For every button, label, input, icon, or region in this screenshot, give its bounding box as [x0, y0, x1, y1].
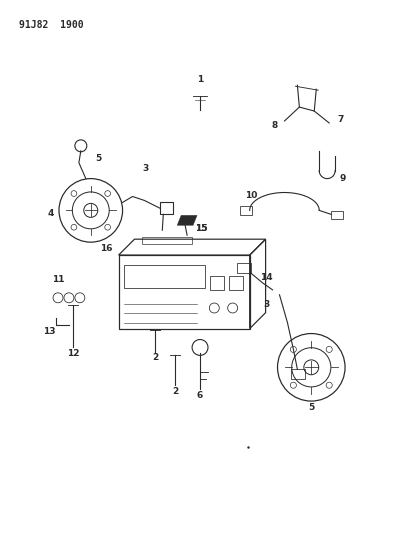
Text: 15: 15 [195, 224, 208, 233]
Text: 15: 15 [195, 224, 208, 233]
Text: 7: 7 [337, 115, 344, 124]
Text: 4: 4 [48, 209, 54, 218]
Text: 11: 11 [52, 276, 64, 285]
Bar [124, 264, 205, 288]
Text: 5: 5 [96, 154, 102, 163]
Text: 9: 9 [339, 174, 346, 183]
Text: 16: 16 [100, 244, 112, 253]
Text: 10: 10 [246, 191, 258, 200]
Bar [143, 237, 192, 244]
Text: 14: 14 [260, 273, 272, 282]
Bar [237, 263, 250, 273]
Text: 6: 6 [197, 391, 203, 400]
Text: 2: 2 [172, 386, 178, 395]
Text: 5: 5 [308, 402, 314, 411]
Text: 1: 1 [197, 75, 203, 84]
Text: 13: 13 [43, 327, 55, 336]
Text: 8: 8 [271, 122, 278, 131]
Polygon shape [177, 215, 197, 225]
Bar [211, 277, 224, 290]
Text: 12: 12 [67, 349, 79, 358]
Text: 2: 2 [152, 353, 159, 362]
Bar [331, 212, 343, 219]
Bar [291, 369, 305, 379]
Bar [119, 255, 250, 328]
Text: 91J82  1900: 91J82 1900 [19, 20, 84, 30]
Bar [229, 277, 243, 290]
Bar [160, 203, 173, 214]
Bar [240, 206, 252, 215]
Text: 3: 3 [263, 300, 269, 309]
Text: 3: 3 [142, 164, 149, 173]
